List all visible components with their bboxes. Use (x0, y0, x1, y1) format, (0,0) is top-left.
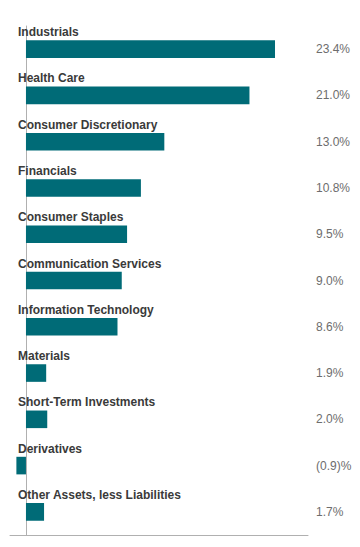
svg-text:13.0%: 13.0% (316, 135, 350, 149)
svg-text:23.4%: 23.4% (316, 42, 350, 56)
svg-text:Other Assets, less Liabilities: Other Assets, less Liabilities (18, 488, 181, 502)
svg-text:10.8%: 10.8% (316, 181, 350, 195)
svg-text:Materials: Materials (18, 349, 70, 363)
svg-text:9.0%: 9.0% (316, 274, 344, 288)
svg-text:1.9%: 1.9% (316, 366, 344, 380)
svg-text:Consumer Discretionary: Consumer Discretionary (18, 118, 158, 132)
svg-text:(0.9)%: (0.9)% (316, 459, 352, 473)
svg-text:Health Care: Health Care (18, 71, 85, 85)
svg-text:Industrials: Industrials (18, 25, 79, 39)
svg-text:Short-Term Investments: Short-Term Investments (18, 395, 155, 409)
svg-text:Financials: Financials (18, 164, 77, 178)
svg-text:2.0%: 2.0% (316, 412, 344, 426)
svg-text:1.7%: 1.7% (316, 505, 344, 519)
svg-text:Derivatives: Derivatives (18, 442, 82, 456)
svg-text:9.5%: 9.5% (316, 227, 344, 241)
svg-text:21.0%: 21.0% (316, 88, 350, 102)
svg-text:8.6%: 8.6% (316, 320, 344, 334)
svg-text:Consumer Staples: Consumer Staples (18, 210, 124, 224)
svg-text:Information Technology: Information Technology (18, 303, 154, 317)
svg-text:Communication Services: Communication Services (18, 257, 162, 271)
